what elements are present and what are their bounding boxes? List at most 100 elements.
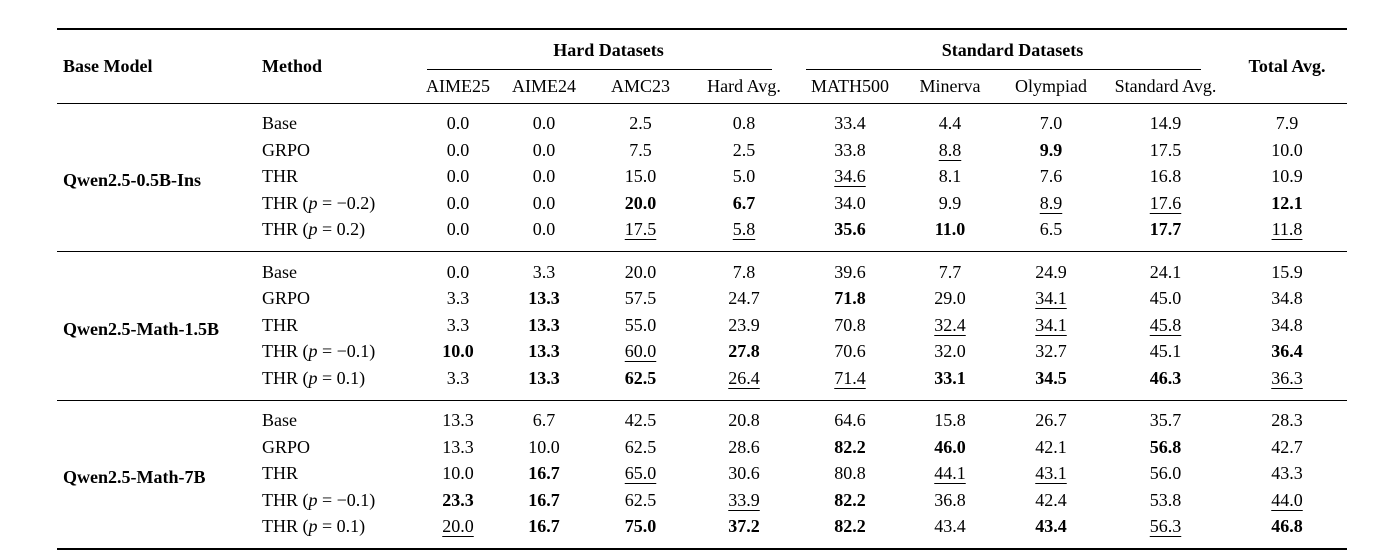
col-subheader-olympiad: Olympiad xyxy=(998,70,1104,104)
value-cell: 56.8 xyxy=(1149,436,1182,457)
value-cell: 15.8 xyxy=(902,399,998,434)
value-cell: 46.0 xyxy=(934,436,966,457)
value-cell: 0.0 xyxy=(532,139,556,160)
value-cell: 42.4 xyxy=(1035,489,1067,510)
value-cell: 28.6 xyxy=(728,436,760,457)
value-cell: 7.6 xyxy=(1039,166,1063,187)
value-cell: 15.0 xyxy=(624,166,657,187)
value-cell: 82.2 xyxy=(834,516,866,537)
value-cell: 2.5 xyxy=(629,113,652,134)
hard-datasets-rule xyxy=(427,69,772,70)
value-cell: 42.5 xyxy=(591,399,690,434)
method-cell: THR (p = −0.1) xyxy=(262,341,376,362)
col-subheader-aime24: AIME24 xyxy=(497,70,591,104)
value-cell: 39.6 xyxy=(798,251,902,286)
value-cell: 46.8 xyxy=(1271,516,1303,537)
value-cell: 46.3 xyxy=(1149,367,1182,388)
value-cell: 55.0 xyxy=(624,314,657,335)
value-cell: 71.4 xyxy=(834,367,866,388)
value-cell: 10.0 xyxy=(528,436,560,457)
value-cell: 9.9 xyxy=(1039,139,1063,160)
value-cell: 45.0 xyxy=(1149,288,1182,309)
value-cell: 9.9 xyxy=(938,192,962,213)
value-cell: 70.8 xyxy=(834,314,866,335)
col-header-method: Method xyxy=(253,29,419,104)
value-cell: 34.0 xyxy=(834,192,866,213)
value-cell: 24.9 xyxy=(998,251,1104,286)
value-cell: 45.8 xyxy=(1149,314,1182,335)
value-cell: 36.4 xyxy=(1271,341,1303,362)
value-cell: 43.1 xyxy=(1035,463,1067,484)
col-header-total-avg: Total Avg. xyxy=(1227,29,1347,104)
value-cell: 0.0 xyxy=(446,139,470,160)
value-cell: 10.0 xyxy=(442,463,474,484)
method-cell: THR xyxy=(262,166,298,187)
model-block-qwen2-5-math-1-5b: Qwen2.5-Math-1.5B Base 0.0 3.3 20.0 7.8 39.6 7.… xyxy=(57,251,1347,400)
results-table: Base Model Method Hard Datasets Standard… xyxy=(57,28,1347,550)
method-cell: THR (p = 0.2) xyxy=(262,219,366,240)
value-cell: 23.3 xyxy=(442,489,474,510)
value-cell: 30.6 xyxy=(728,463,760,484)
method-cell: THR (p = −0.2) xyxy=(262,192,376,213)
method-cell: THR xyxy=(262,463,298,484)
value-cell: 28.3 xyxy=(1227,399,1347,434)
table-header: Base Model Method Hard Datasets Standard… xyxy=(57,29,1347,104)
col-subheader-aime25: AIME25 xyxy=(419,70,497,104)
col-subheader-minerva: Minerva xyxy=(902,70,998,104)
table-row: GRPO 0.0 0.0 7.5 2.5 33.8 8.8 9.9 17.5 10.0 xyxy=(57,137,1347,164)
value-cell: 6.7 xyxy=(497,399,591,434)
value-cell: 82.2 xyxy=(834,436,866,457)
value-cell: 0.0 xyxy=(532,192,556,213)
method-cell: GRPO xyxy=(262,288,311,309)
value-cell: 35.6 xyxy=(834,219,866,240)
value-cell: 34.1 xyxy=(1035,314,1067,335)
value-cell: 7.5 xyxy=(629,139,652,160)
value-cell: 8.8 xyxy=(938,139,962,160)
value-cell: 13.3 xyxy=(528,341,560,362)
value-cell: 32.7 xyxy=(1035,341,1067,362)
value-cell: 2.5 xyxy=(732,139,756,160)
value-cell: 35.7 xyxy=(1104,399,1227,434)
value-cell: 43.4 xyxy=(934,516,966,537)
value-cell: 7.0 xyxy=(1039,113,1063,134)
value-cell: 34.8 xyxy=(1271,288,1303,309)
base-model-cell: Qwen2.5-Math-1.5B xyxy=(57,251,253,400)
value-cell: 11.8 xyxy=(1271,219,1303,240)
value-cell: 8.9 xyxy=(1039,192,1063,213)
value-cell: 7.8 xyxy=(690,251,798,286)
value-cell: 6.5 xyxy=(1039,219,1063,240)
value-cell: 44.0 xyxy=(1271,489,1303,510)
col-group-standard-datasets: Standard Datasets xyxy=(798,29,1227,70)
value-cell: 23.9 xyxy=(728,314,760,335)
value-cell: 17.5 xyxy=(1149,139,1182,160)
value-cell: 57.5 xyxy=(624,288,657,309)
value-cell: 3.3 xyxy=(446,314,470,335)
value-cell: 80.8 xyxy=(834,463,866,484)
value-cell: 26.4 xyxy=(728,367,760,388)
table-row: THR (p = −0.2) 0.0 0.0 20.0 6.7 34.0 9.9 8.9 17.… xyxy=(57,190,1347,217)
value-cell: 5.8 xyxy=(732,219,756,240)
value-cell: 75.0 xyxy=(624,516,657,537)
value-cell: 43.4 xyxy=(1035,516,1067,537)
value-cell: 29.0 xyxy=(934,288,966,309)
value-cell: 33.8 xyxy=(834,139,866,160)
value-cell: 16.7 xyxy=(528,516,560,537)
value-cell: 3.3 xyxy=(446,288,470,309)
method-cell: GRPO xyxy=(262,139,311,160)
value-cell: 71.8 xyxy=(834,288,866,309)
value-cell: 13.3 xyxy=(528,314,560,335)
value-cell: 24.7 xyxy=(728,288,760,309)
col-subheader-amc23: AMC23 xyxy=(591,70,690,104)
value-cell: 11.0 xyxy=(934,219,966,240)
value-cell: 82.2 xyxy=(834,489,866,510)
table-row: THR 10.0 16.7 65.0 30.6 80.8 44.1 43.1 56.0 43.3 xyxy=(57,461,1347,488)
value-cell: 10.0 xyxy=(442,341,474,362)
value-cell: 8.1 xyxy=(938,166,962,187)
italic-p: p xyxy=(308,516,318,537)
value-cell: 15.9 xyxy=(1227,251,1347,286)
value-cell: 36.3 xyxy=(1271,367,1303,388)
table-row: THR 0.0 0.0 15.0 5.0 34.6 8.1 7.6 16.8 10.9 xyxy=(57,164,1347,191)
table-row: GRPO 3.3 13.3 57.5 24.7 71.8 29.0 34.1 45.0 34.8 xyxy=(57,286,1347,313)
value-cell: 7.7 xyxy=(902,251,998,286)
